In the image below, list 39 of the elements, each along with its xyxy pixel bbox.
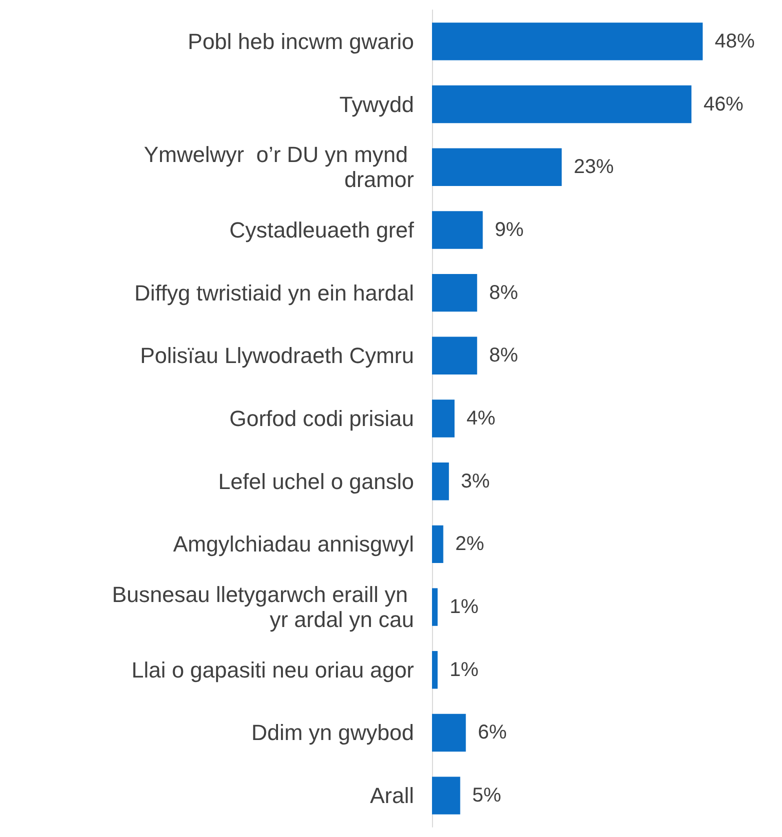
- data-label: 3%: [460, 470, 490, 492]
- bar: [432, 336, 478, 375]
- bar: [432, 22, 703, 60]
- bar: [432, 85, 692, 124]
- data-label: 48%: [714, 30, 755, 52]
- y-tick-label: Ymwelwyr o’r DU yn mynd dramor: [144, 142, 414, 192]
- y-tick-label: Diffyg twristiaid yn ein hardal: [134, 280, 414, 306]
- y-tick-label: Lefel uchel o ganslo: [218, 468, 414, 494]
- bar: [432, 714, 466, 752]
- y-tick-label: Arall: [370, 783, 414, 808]
- data-label: 5%: [472, 784, 502, 807]
- data-label: 8%: [489, 282, 518, 304]
- data-label: 9%: [494, 218, 524, 241]
- bar: [432, 651, 438, 689]
- y-tick-label: Amgylchiadau annisgwyl: [173, 532, 414, 557]
- bar: [432, 588, 438, 626]
- y-tick-label: Busnesau lletygarwch eraill yn yr ardal yn cau: [112, 582, 414, 632]
- y-tick-label: Llai o gapasiti neu oriau agor: [131, 657, 414, 682]
- y-tick-label: Ddim yn gwybod: [251, 720, 414, 746]
- bar: [432, 400, 455, 438]
- bar: [432, 274, 478, 312]
- data-label: 23%: [574, 156, 614, 178]
- data-label: 8%: [489, 344, 518, 367]
- data-label: 46%: [703, 93, 744, 116]
- bar: [432, 148, 562, 186]
- y-tick-label: Pobl heb incwm gwario: [188, 28, 414, 54]
- data-label: 4%: [466, 408, 496, 430]
- bar: [432, 211, 483, 249]
- y-tick-label: Gorfod codi prisiau: [229, 406, 414, 431]
- y-tick-label: Cystadleuaeth gref: [229, 217, 415, 242]
- data-label: 2%: [455, 533, 484, 556]
- data-label: 6%: [478, 722, 507, 744]
- data-label: 1%: [450, 596, 479, 618]
- y-tick-label: Polisïau Llywodraeth Cymru: [140, 343, 414, 368]
- data-label: 1%: [450, 658, 479, 681]
- y-tick-label: Tywydd: [339, 92, 414, 117]
- bar: [432, 525, 444, 564]
- bar: [432, 776, 460, 814]
- bar: [432, 462, 449, 500]
